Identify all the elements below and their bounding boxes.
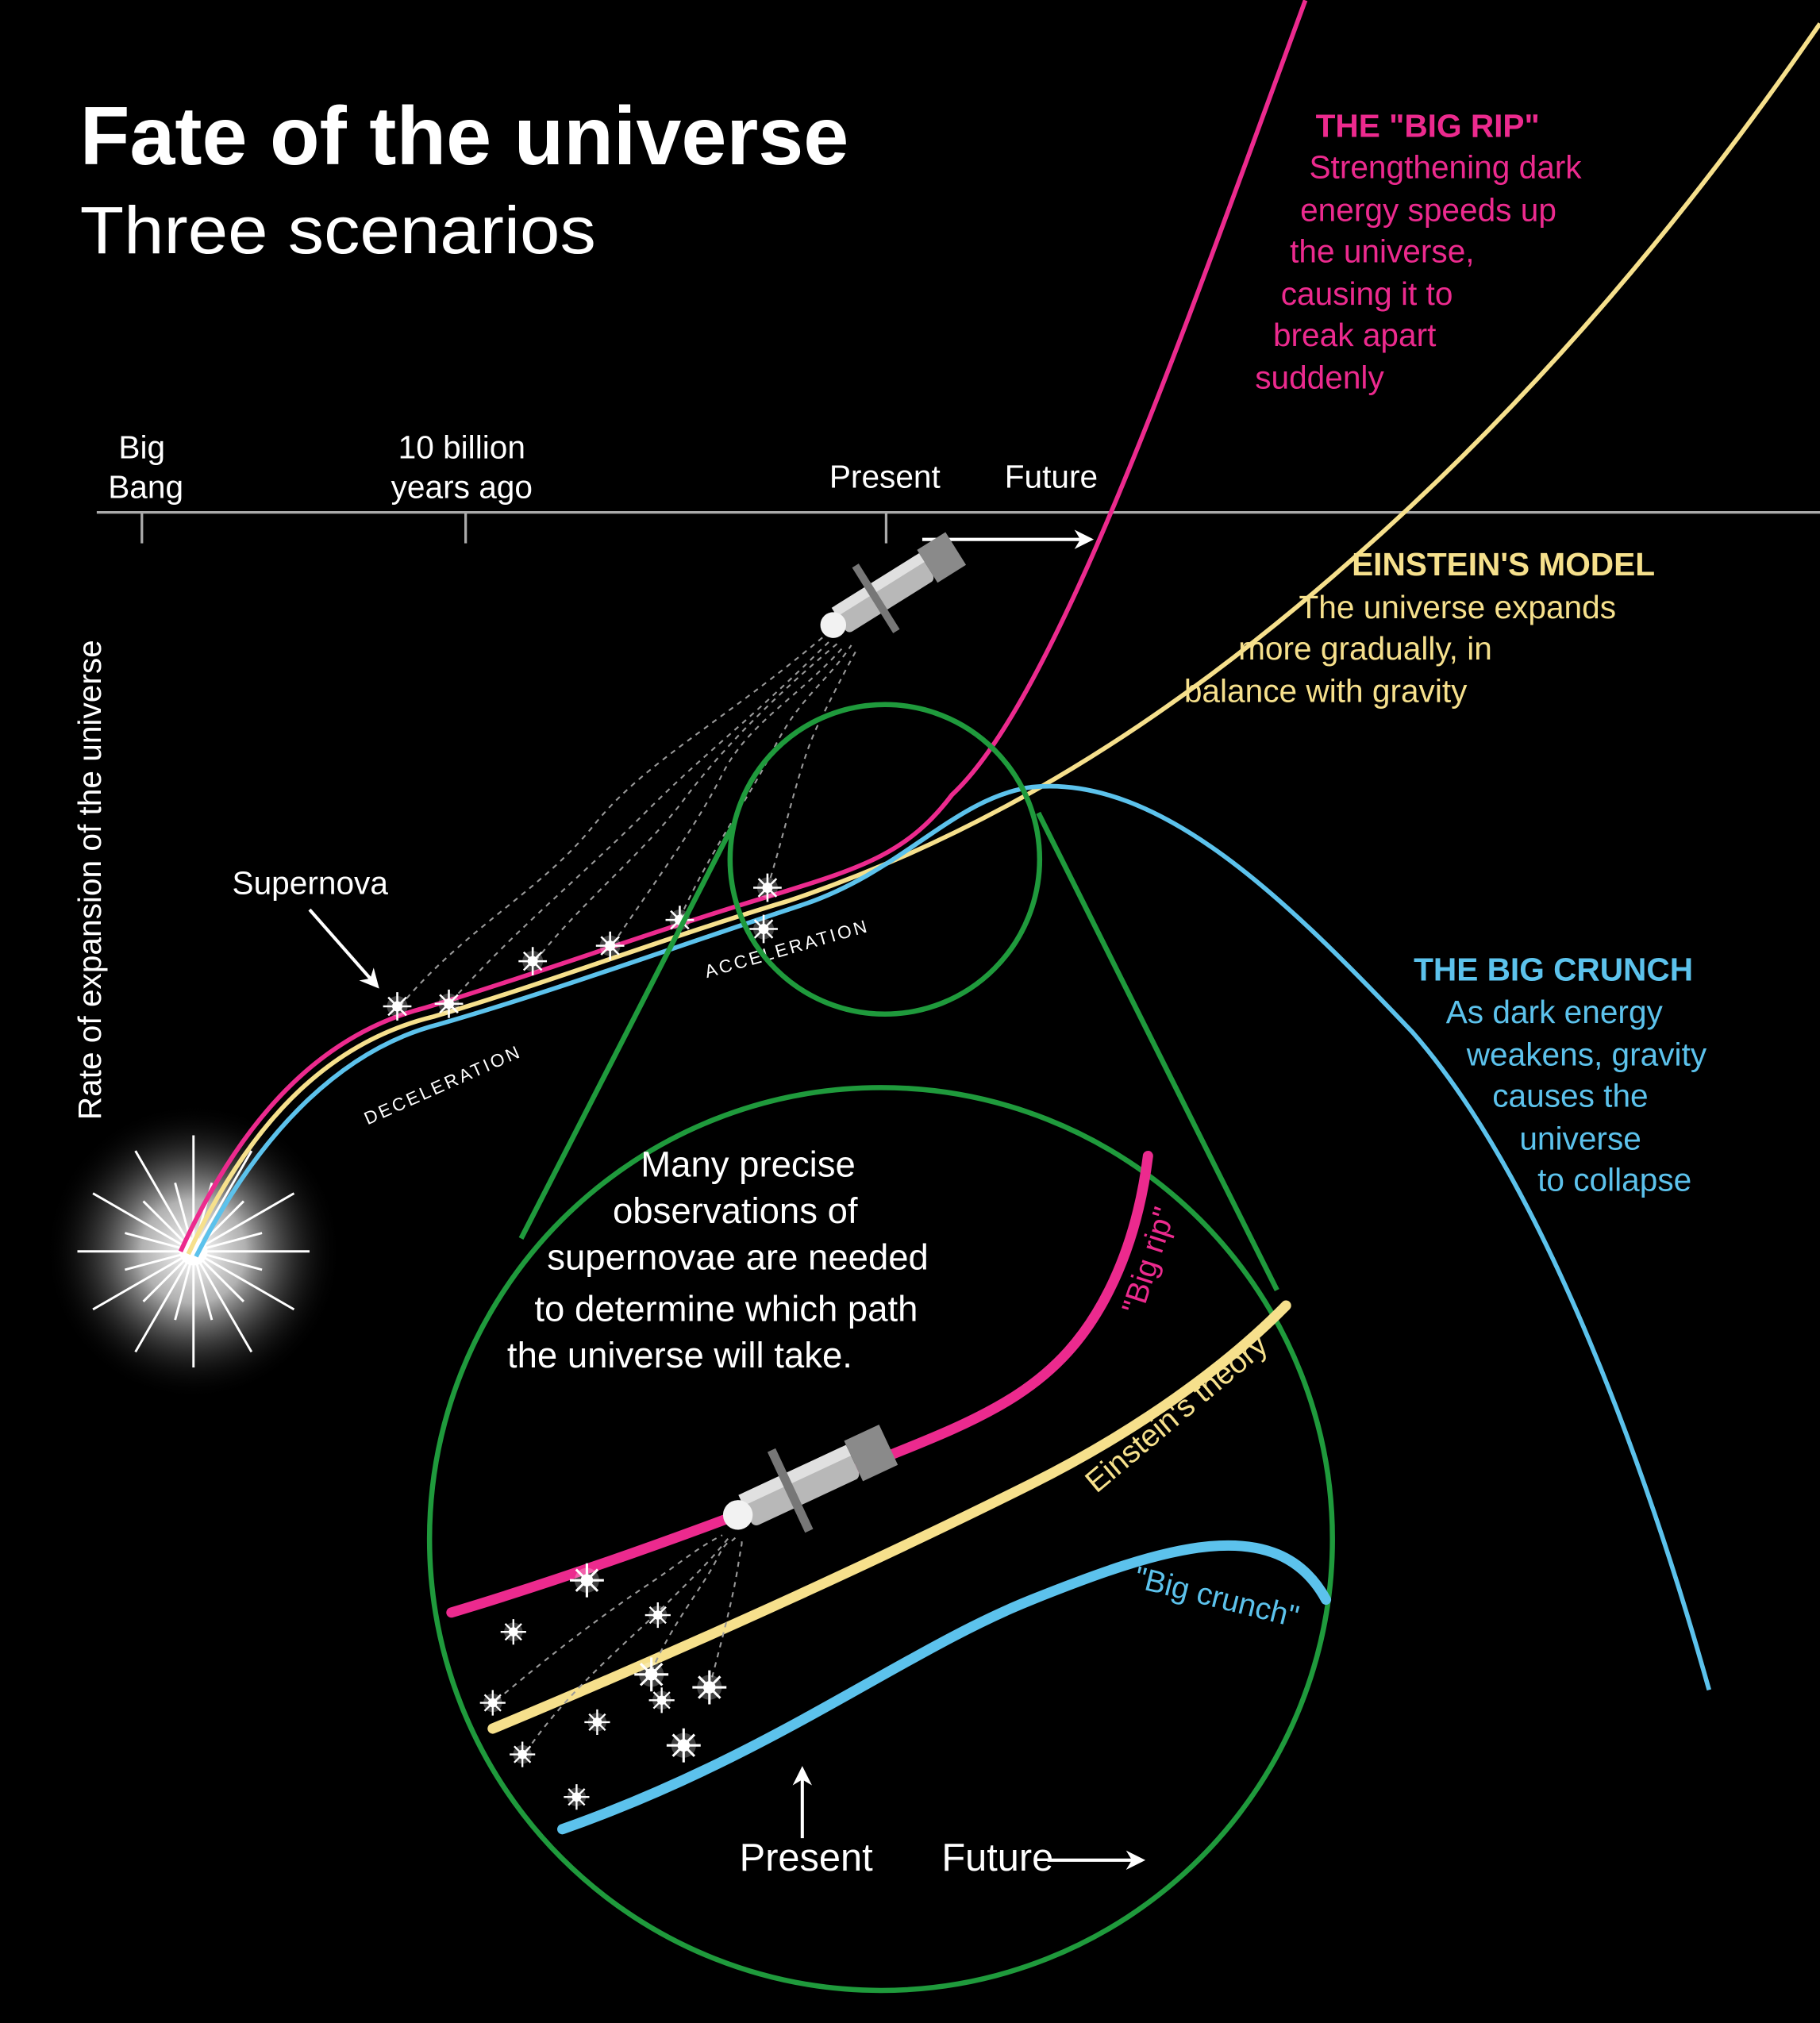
ray: [134, 1251, 195, 1353]
scenario-text: the universe,: [1290, 233, 1475, 269]
timeline-label: Bang: [108, 469, 183, 506]
ray: [92, 1250, 194, 1311]
timeline-label: Present: [829, 459, 941, 495]
inset-note: supernovae are needed: [547, 1237, 929, 1278]
ray: [193, 1192, 295, 1253]
scenario-title: THE BIG CRUNCH: [1414, 951, 1693, 987]
inset-note: observations of: [613, 1190, 858, 1231]
magnifier: [426, 702, 1335, 1994]
scenario-text: The universe expands: [1299, 589, 1616, 625]
inset-note: Many precise: [641, 1144, 856, 1185]
scenario-text: As dark energy: [1446, 994, 1664, 1030]
y-axis-label: Rate of expansion of the universe: [71, 640, 108, 1120]
supernova-label: Supernova: [233, 865, 389, 902]
scenario-text: balance with gravity: [1184, 672, 1468, 709]
inset-note: to determine which path: [534, 1289, 918, 1329]
scenario-text: break apart: [1273, 317, 1436, 353]
timeline-label: years ago: [391, 469, 533, 506]
ray: [134, 1150, 195, 1252]
scenario-text: causes the: [1492, 1078, 1648, 1114]
scenario-text: universe: [1519, 1120, 1641, 1156]
scenario-text: Strengthening dark: [1309, 149, 1582, 186]
title: Fate of the universe: [80, 90, 849, 183]
scenario-text: suddenly: [1255, 360, 1384, 396]
scenario-text: energy speeds up: [1300, 191, 1556, 228]
timeline-axis: [96, 510, 1820, 544]
einstein-curve: [186, 22, 1820, 1256]
scenario-text: more gradually, in: [1238, 630, 1492, 667]
ray: [92, 1192, 194, 1253]
timeline-label: 10 billion: [398, 429, 525, 465]
scenario-text: causing it to: [1281, 275, 1453, 312]
timeline-label: Future: [1005, 459, 1098, 495]
subtitle: Three scenarios: [80, 193, 596, 267]
big-crunch-curve: [194, 783, 1711, 1691]
scenario-title: EINSTEIN'S MODEL: [1352, 546, 1655, 583]
supernova-arrow: [308, 908, 379, 989]
ray: [192, 1150, 253, 1252]
scenario-text: to collapse: [1537, 1161, 1691, 1198]
ray: [193, 1250, 295, 1311]
inset-present: Present: [740, 1836, 873, 1879]
inset-big-rip: [446, 1151, 1153, 1618]
scenario-title: THE "BIG RIP": [1316, 108, 1540, 144]
inset-future: Future: [941, 1836, 1053, 1879]
inset-big-crunch: [557, 1540, 1332, 1835]
timeline-label: Big: [118, 429, 165, 465]
scenario-text: weakens, gravity: [1466, 1036, 1707, 1073]
ray: [192, 1251, 253, 1353]
inset-einstein: [487, 1300, 1291, 1734]
inset-note: the universe will take.: [507, 1335, 852, 1375]
big-rip-curve: [178, 0, 1308, 1252]
